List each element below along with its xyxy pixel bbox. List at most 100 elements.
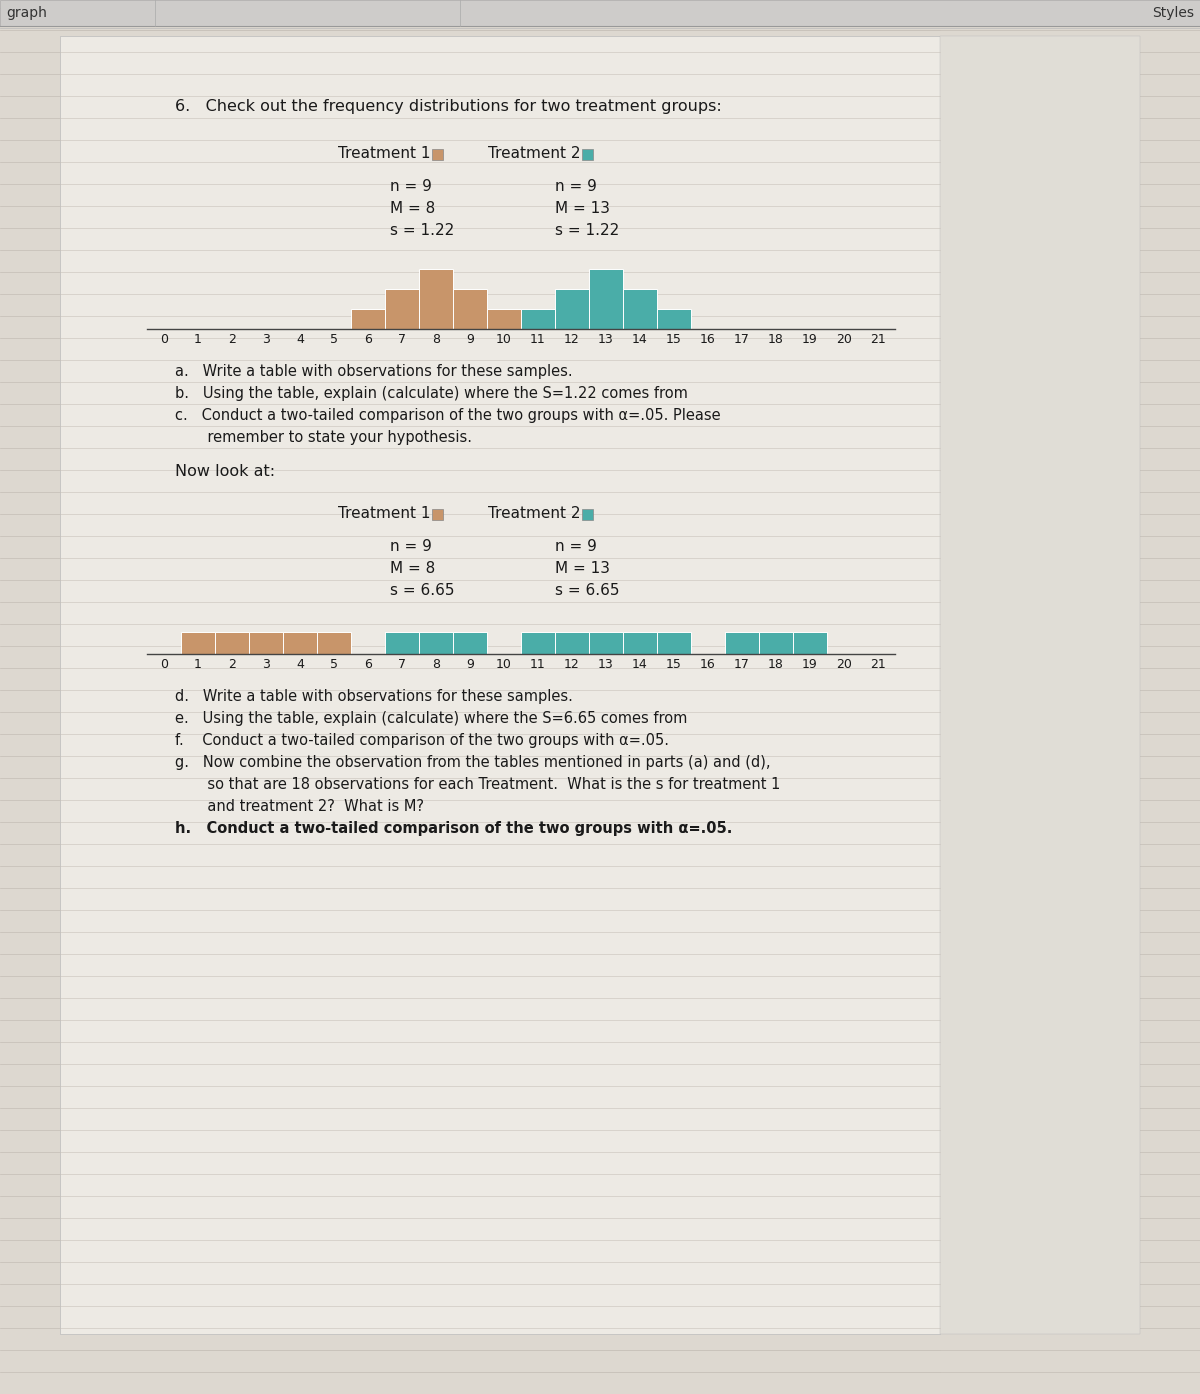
Bar [589, 269, 623, 329]
Text: 6.   Check out the frequency distributions for two treatment groups:: 6. Check out the frequency distributions… [175, 99, 721, 114]
Text: 9: 9 [466, 333, 474, 346]
Text: 0: 0 [160, 658, 168, 671]
Text: remember to state your hypothesis.: remember to state your hypothesis. [175, 429, 472, 445]
Bar [793, 631, 827, 654]
Text: 7: 7 [398, 333, 406, 346]
Text: 15: 15 [666, 658, 682, 671]
Bar [454, 631, 487, 654]
Bar [250, 631, 283, 654]
Bar [658, 631, 691, 654]
Text: 6: 6 [364, 333, 372, 346]
Text: M = 8: M = 8 [390, 560, 436, 576]
Text: 1: 1 [194, 333, 202, 346]
Text: f.    Conduct a two-tailed comparison of the two groups with α=.05.: f. Conduct a two-tailed comparison of th… [175, 733, 670, 749]
Text: 20: 20 [836, 658, 852, 671]
Bar [554, 631, 589, 654]
Text: 21: 21 [870, 333, 886, 346]
Bar [215, 631, 250, 654]
Bar [760, 631, 793, 654]
Text: 19: 19 [802, 658, 818, 671]
Text: 11: 11 [530, 333, 546, 346]
Bar [725, 631, 760, 654]
Text: 18: 18 [768, 333, 784, 346]
Text: g.   Now combine the observation from the tables mentioned in parts (a) and (d),: g. Now combine the observation from the … [175, 756, 770, 769]
Text: c.   Conduct a two-tailed comparison of the two groups with α=.05. Please: c. Conduct a two-tailed comparison of th… [175, 408, 721, 422]
Bar [419, 631, 454, 654]
Bar [181, 631, 215, 654]
Text: e.   Using the table, explain (calculate) where the S=6.65 comes from: e. Using the table, explain (calculate) … [175, 711, 688, 726]
Text: 5: 5 [330, 658, 338, 671]
Text: 2: 2 [228, 658, 236, 671]
Text: and treatment 2?  What is M?: and treatment 2? What is M? [175, 799, 424, 814]
Bar [352, 309, 385, 329]
Bar [0, 0, 1200, 26]
Text: s = 1.22: s = 1.22 [554, 223, 619, 238]
Text: 11: 11 [530, 658, 546, 671]
Text: 8: 8 [432, 658, 440, 671]
Text: 0: 0 [160, 333, 168, 346]
Text: 13: 13 [598, 658, 614, 671]
Text: h.   Conduct a two-tailed comparison of the two groups with α=.05.: h. Conduct a two-tailed comparison of th… [175, 821, 732, 836]
Text: Treatment 1: Treatment 1 [337, 146, 430, 162]
Text: 17: 17 [734, 333, 750, 346]
Text: b.   Using the table, explain (calculate) where the S=1.22 comes from: b. Using the table, explain (calculate) … [175, 386, 688, 401]
Bar [454, 289, 487, 329]
Text: 20: 20 [836, 333, 852, 346]
Text: 12: 12 [564, 333, 580, 346]
Text: s = 1.22: s = 1.22 [390, 223, 455, 238]
Bar [589, 631, 623, 654]
Text: 3: 3 [262, 658, 270, 671]
Bar [60, 36, 940, 1334]
Bar [487, 309, 521, 329]
Text: 18: 18 [768, 658, 784, 671]
Text: 12: 12 [564, 658, 580, 671]
Text: Treatment 1: Treatment 1 [337, 506, 430, 521]
Text: Now look at:: Now look at: [175, 464, 275, 480]
Text: 15: 15 [666, 333, 682, 346]
Bar [385, 631, 419, 654]
Text: so that are 18 observations for each Treatment.  What is the s for treatment 1: so that are 18 observations for each Tre… [175, 776, 780, 792]
Bar [385, 289, 419, 329]
Text: M = 13: M = 13 [554, 560, 610, 576]
Text: 9: 9 [466, 658, 474, 671]
Bar [521, 631, 554, 654]
Bar [940, 36, 1140, 1334]
Text: 4: 4 [296, 658, 304, 671]
Bar [432, 509, 443, 520]
Text: 10: 10 [496, 333, 512, 346]
Text: 2: 2 [228, 333, 236, 346]
Text: M = 13: M = 13 [554, 201, 610, 216]
Text: 16: 16 [700, 658, 716, 671]
Text: 5: 5 [330, 333, 338, 346]
Bar [419, 631, 454, 654]
Bar [385, 631, 419, 654]
Bar [317, 631, 352, 654]
Text: n = 9: n = 9 [554, 539, 596, 553]
Text: 3: 3 [262, 333, 270, 346]
Text: n = 9: n = 9 [554, 178, 596, 194]
Bar [283, 631, 317, 654]
Text: 14: 14 [632, 333, 648, 346]
Text: graph: graph [6, 6, 47, 20]
Text: 14: 14 [632, 658, 648, 671]
Text: 7: 7 [398, 658, 406, 671]
Text: n = 9: n = 9 [390, 178, 432, 194]
Text: 16: 16 [700, 333, 716, 346]
Bar [582, 509, 593, 520]
Text: 8: 8 [432, 333, 440, 346]
Text: 21: 21 [870, 658, 886, 671]
Text: M = 8: M = 8 [390, 201, 436, 216]
Text: Treatment 2: Treatment 2 [487, 506, 580, 521]
Text: Treatment 2: Treatment 2 [487, 146, 580, 162]
Bar [658, 309, 691, 329]
Bar [521, 309, 554, 329]
Text: 1: 1 [194, 658, 202, 671]
Text: n = 9: n = 9 [390, 539, 432, 553]
Bar [623, 631, 658, 654]
Bar [419, 269, 454, 329]
Bar [623, 289, 658, 329]
Text: Styles: Styles [1152, 6, 1194, 20]
Bar [554, 289, 589, 329]
Text: 19: 19 [802, 333, 818, 346]
Text: 10: 10 [496, 658, 512, 671]
